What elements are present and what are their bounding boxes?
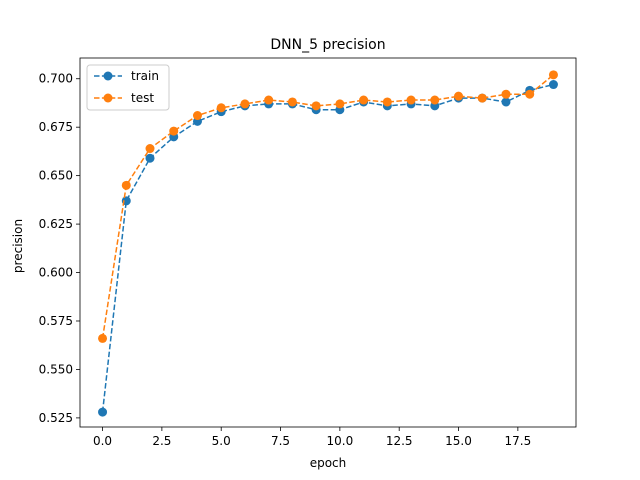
series-1-point [525, 89, 535, 99]
series-1-point [240, 99, 250, 109]
y-tick-label: 0.675 [39, 120, 73, 134]
series-1-point [430, 95, 440, 105]
series-1-point [98, 333, 108, 343]
chart-title: DNN_5 precision [270, 37, 385, 53]
y-tick-label: 0.650 [39, 169, 73, 183]
series-line-1 [101, 74, 554, 339]
axes-frame [79, 57, 577, 428]
series-1-point [335, 99, 345, 109]
series-0-point [145, 153, 155, 163]
series-0-point [501, 97, 511, 107]
series-1-point [192, 111, 202, 121]
series-1-point [311, 101, 321, 111]
series-1-point [406, 95, 416, 105]
series-1-point [121, 180, 131, 190]
y-tick-label: 0.525 [39, 411, 73, 425]
legend-marker-0 [103, 71, 113, 81]
series-1-point [454, 91, 464, 101]
series-0-point [548, 80, 558, 90]
x-tick-label: 0.0 [93, 434, 112, 448]
x-tick-label: 5.0 [212, 434, 231, 448]
x-tick-label: 10.0 [327, 434, 354, 448]
x-tick-label: 15.0 [445, 434, 472, 448]
x-axis-label: epoch [310, 456, 347, 470]
y-tick-label: 0.700 [39, 72, 73, 86]
series-1-point [287, 97, 297, 107]
y-tick-label: 0.550 [39, 362, 73, 376]
y-axis-label: precision [11, 219, 25, 273]
series-1-point [501, 89, 511, 99]
series-0-point [98, 407, 108, 417]
series-1-point [548, 70, 558, 80]
legend-label-1: test [131, 91, 154, 105]
series-1-point [359, 95, 369, 105]
series-1-point [145, 144, 155, 154]
plot-area: 0.0 2.5 5.0 7.5 10.0 12.5 15.0 17.5 0.525 0.550 0.… [39, 57, 577, 448]
series-1-point [477, 93, 487, 103]
legend-label-0: train [131, 69, 159, 83]
y-tick-label: 0.600 [39, 266, 73, 280]
y-tick-label: 0.625 [39, 217, 73, 231]
legend-marker-1 [103, 93, 113, 103]
series-1-point [169, 126, 179, 136]
y-tick-label: 0.575 [39, 314, 73, 328]
x-tick-label: 17.5 [504, 434, 531, 448]
x-tick-label: 2.5 [152, 434, 171, 448]
x-tick-label: 12.5 [386, 434, 413, 448]
series-1-point [382, 97, 392, 107]
series-1-point [216, 103, 226, 113]
series-1-point [264, 95, 274, 105]
x-tick-label: 7.5 [271, 434, 290, 448]
